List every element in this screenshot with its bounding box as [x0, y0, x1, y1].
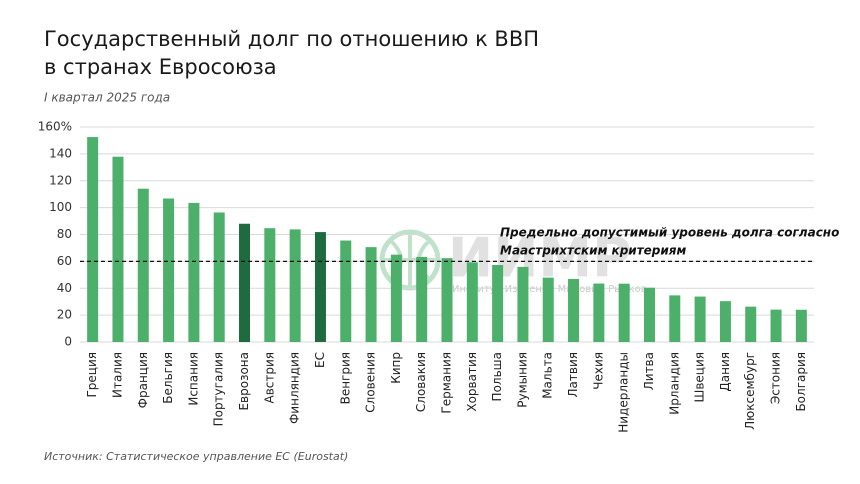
- x-tick-label: ЕС: [313, 352, 327, 368]
- x-tick-label: Эстония: [769, 352, 783, 404]
- bar: [517, 266, 529, 342]
- x-tick-label: Финляндия: [288, 352, 302, 424]
- source: Источник: Статистическое управление ЕС (…: [44, 450, 348, 463]
- bar: [137, 188, 149, 342]
- bar: [466, 262, 478, 342]
- watermark-logo: [379, 229, 441, 291]
- y-tick-label: 40: [57, 281, 72, 295]
- x-tick-label: Румыния: [515, 352, 529, 408]
- x-tick-label: Болгария: [794, 352, 808, 412]
- x-tick-label: Италия: [110, 352, 124, 398]
- chart-title: Государственный долг по отношению к ВВП: [44, 27, 539, 51]
- bar: [87, 137, 99, 342]
- bar: [239, 223, 251, 342]
- x-tick-label: Португалия: [212, 352, 226, 426]
- x-tick-label: Словения: [364, 352, 378, 413]
- y-tick-label: 80: [57, 227, 72, 241]
- x-tick-label: Кипр: [389, 352, 403, 384]
- bar: [669, 295, 681, 342]
- bar: [264, 228, 276, 342]
- bar: [188, 202, 200, 342]
- x-tick-label: Швеция: [693, 352, 707, 402]
- bar: [745, 306, 757, 342]
- bar: [542, 277, 554, 342]
- x-tick-label: Дания: [718, 352, 732, 392]
- bar: [492, 265, 504, 342]
- x-tick-label: Австрия: [262, 352, 276, 404]
- x-tick-label: Нидерланды: [617, 352, 631, 433]
- bar: [593, 283, 605, 342]
- y-tick-label: 120: [49, 173, 72, 187]
- x-tick-label: Хорватия: [465, 352, 479, 412]
- x-tick-label: Чехия: [591, 352, 605, 390]
- x-tick-label: Греция: [85, 352, 99, 398]
- x-tick-label: Венгрия: [338, 352, 352, 404]
- x-tick-label: Польша: [490, 352, 504, 401]
- x-tick-label: Литва: [642, 352, 656, 390]
- bar: [416, 256, 428, 342]
- bar: [441, 258, 453, 342]
- x-tick-label: Люксембург: [743, 352, 757, 430]
- bar: [719, 301, 731, 342]
- bar: [390, 254, 402, 342]
- bar: [568, 278, 580, 342]
- bar: [314, 232, 326, 342]
- x-tick-label: Франция: [136, 352, 150, 408]
- bar: [618, 283, 630, 342]
- bar: [340, 240, 352, 342]
- x-tick-label: Словакия: [414, 352, 428, 412]
- y-tick-label: 100: [49, 200, 72, 214]
- bar: [643, 287, 655, 342]
- chart-title: в странах Евросоюза: [44, 55, 277, 79]
- reference-label: Маастрихтским критериям: [500, 244, 686, 258]
- bar: [365, 247, 377, 342]
- bar: [795, 309, 807, 342]
- y-tick-label: 20: [57, 308, 72, 322]
- y-tick-label: 0: [64, 335, 72, 349]
- x-tick-label: Еврозона: [237, 352, 251, 411]
- x-tick-label: Испания: [186, 352, 200, 406]
- chart-subtitle: I квартал 2025 года: [44, 91, 170, 105]
- x-tick-label: Германия: [440, 352, 454, 414]
- bar: [770, 309, 782, 342]
- x-tick-label: Бельгия: [161, 352, 175, 404]
- y-tick-label: 160%: [38, 120, 72, 134]
- x-tick-label: Латвия: [566, 352, 580, 397]
- x-tick-label: Мальта: [541, 352, 555, 399]
- bar: [213, 212, 225, 342]
- y-tick-label: 140: [49, 146, 72, 160]
- y-tick-label: 60: [57, 254, 72, 268]
- x-tick-label: Ирландия: [667, 352, 681, 415]
- bar: [112, 156, 124, 342]
- bar: [694, 296, 706, 342]
- watermark: ИИМР: [448, 227, 632, 290]
- bar: [289, 229, 301, 342]
- bar: [163, 198, 175, 342]
- reference-label: Предельно допустимый уровень долга согла…: [500, 226, 839, 240]
